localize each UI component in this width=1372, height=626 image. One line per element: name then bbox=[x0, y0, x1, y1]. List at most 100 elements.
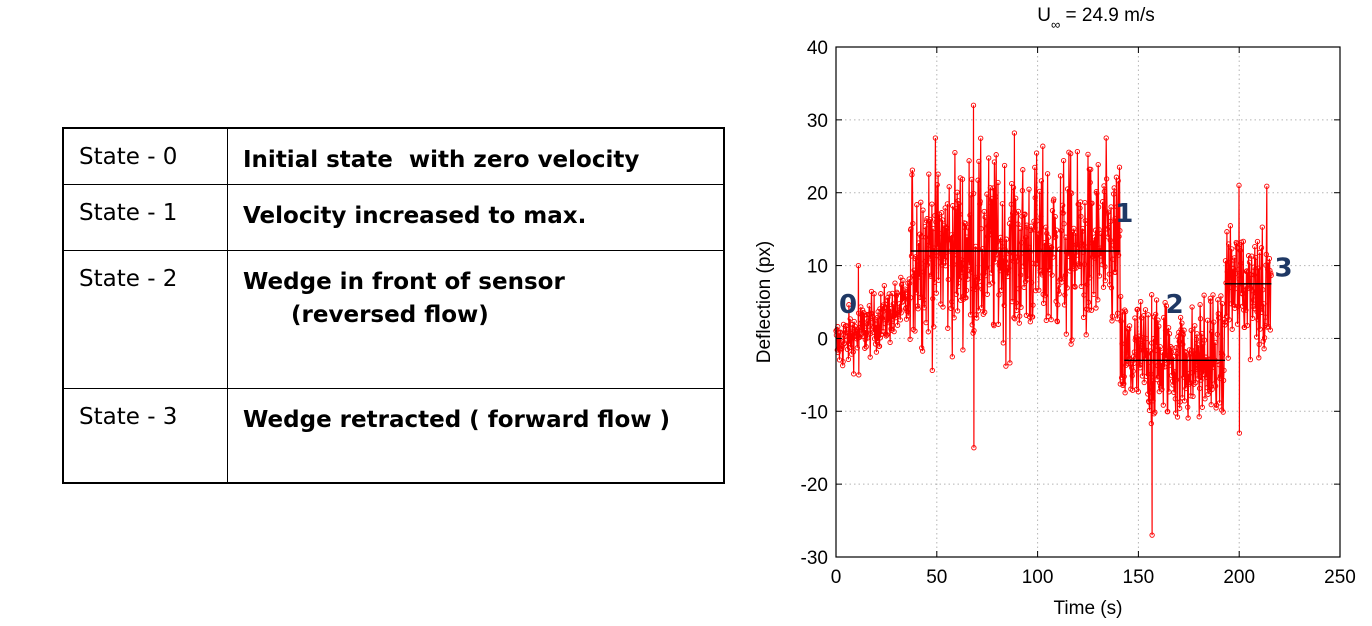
deflection-point bbox=[1096, 273, 1103, 279]
deflection-point bbox=[1167, 362, 1173, 368]
deflection-point bbox=[915, 303, 921, 309]
deflection-point bbox=[938, 247, 944, 253]
deflection-point bbox=[1173, 377, 1180, 383]
deflection-point bbox=[1258, 245, 1265, 251]
deflection-point bbox=[970, 286, 976, 292]
deflection-point bbox=[935, 277, 942, 283]
deflection-point bbox=[1208, 329, 1215, 335]
deflection-point bbox=[907, 294, 914, 301]
deflection-point bbox=[1044, 171, 1051, 177]
deflection-point bbox=[1071, 225, 1077, 232]
deflection-point bbox=[1204, 317, 1211, 323]
deflection-point bbox=[1095, 161, 1101, 168]
deflection-point bbox=[1095, 297, 1101, 303]
deflection-point bbox=[944, 225, 950, 231]
deflection-point bbox=[1198, 377, 1204, 383]
deflection-point bbox=[1033, 287, 1039, 294]
deflection-point bbox=[839, 346, 845, 352]
deflection-point bbox=[1056, 291, 1062, 297]
deflection-point bbox=[1192, 323, 1198, 329]
deflection-point bbox=[1246, 259, 1253, 265]
deflection-point bbox=[924, 262, 931, 268]
deflection-point bbox=[892, 280, 898, 286]
deflection-point bbox=[1056, 282, 1062, 288]
deflection-point bbox=[1048, 316, 1054, 323]
deflection-point bbox=[1165, 325, 1172, 331]
deflection-point bbox=[923, 234, 929, 240]
deflection-point bbox=[930, 295, 936, 302]
deflection-point bbox=[1175, 345, 1182, 351]
deflection-point bbox=[1033, 150, 1040, 156]
deflection-point bbox=[966, 262, 973, 268]
deflection-point bbox=[999, 265, 1005, 272]
deflection-point bbox=[1057, 173, 1064, 179]
deflection-point bbox=[971, 445, 977, 451]
deflection-point bbox=[1085, 151, 1091, 158]
deflection-point bbox=[1118, 293, 1124, 300]
deflection-point bbox=[1217, 373, 1224, 379]
deflection-point bbox=[963, 287, 970, 294]
deflection-point bbox=[1153, 297, 1160, 303]
chart-title: U∞ = 24.9 m/s bbox=[1037, 5, 1155, 32]
deflection-point bbox=[1074, 148, 1081, 155]
deflection-point bbox=[1148, 420, 1154, 427]
deflection-point bbox=[859, 319, 865, 325]
deflection-point bbox=[1030, 302, 1036, 308]
deflection-point bbox=[1223, 313, 1230, 319]
deflection-point bbox=[1108, 204, 1114, 210]
deflection-point bbox=[1182, 358, 1189, 364]
deflection-point bbox=[1230, 266, 1236, 272]
deflection-point bbox=[1001, 302, 1007, 308]
deflection-point bbox=[929, 367, 935, 374]
y-axis-label: Deflection (px) bbox=[754, 241, 775, 364]
deflection-point bbox=[1233, 270, 1239, 277]
deflection-point bbox=[1131, 360, 1137, 366]
deflection-point bbox=[976, 278, 982, 285]
deflection-point bbox=[1259, 224, 1265, 230]
deflection-point bbox=[1038, 213, 1044, 220]
deflection-point bbox=[1111, 191, 1117, 197]
deflection-point bbox=[851, 318, 857, 325]
deflection-point bbox=[914, 270, 920, 276]
deflection-point bbox=[1078, 283, 1084, 290]
deflection-point bbox=[1193, 366, 1199, 373]
deflection-point bbox=[1023, 234, 1029, 241]
deflection-point bbox=[1211, 319, 1217, 325]
deflection-point bbox=[1009, 210, 1016, 216]
deflection-point bbox=[1261, 346, 1267, 352]
deflection-point bbox=[1032, 164, 1038, 171]
deflection-point bbox=[1032, 195, 1038, 201]
deflection-point bbox=[1201, 292, 1207, 298]
deflection-point bbox=[1082, 199, 1088, 206]
deflection-point bbox=[1229, 274, 1236, 281]
deflection-point bbox=[942, 263, 949, 269]
deflection-point bbox=[1076, 263, 1083, 270]
deflection-point bbox=[1118, 375, 1125, 381]
deflection-point bbox=[1176, 338, 1182, 345]
deflection-point bbox=[1216, 400, 1223, 406]
deflection-point bbox=[1118, 318, 1124, 324]
deflection-point bbox=[1188, 393, 1194, 399]
deflection-point bbox=[960, 296, 967, 302]
deflection-point bbox=[1143, 335, 1149, 342]
deflection-point bbox=[1102, 277, 1108, 284]
deflection-point bbox=[1034, 218, 1040, 224]
deflection-point bbox=[1225, 355, 1231, 361]
deflection-point bbox=[1170, 353, 1177, 360]
deflection-point bbox=[1008, 216, 1014, 222]
deflection-point bbox=[1232, 285, 1238, 292]
deflection-point bbox=[989, 229, 995, 236]
deflection-point bbox=[1015, 221, 1021, 227]
deflection-point bbox=[1150, 336, 1157, 342]
deflection-point bbox=[1080, 225, 1086, 232]
deflection-point bbox=[918, 199, 924, 205]
table-row: State - 3 Wedge retracted ( forward flow… bbox=[62, 387, 725, 484]
deflection-point bbox=[1212, 339, 1218, 346]
deflection-point bbox=[1106, 224, 1112, 231]
state-name-cell: State - 1 bbox=[62, 183, 228, 251]
deflection-point bbox=[1137, 362, 1143, 368]
deflection-point bbox=[1062, 292, 1068, 298]
deflection-point bbox=[1000, 340, 1006, 346]
deflection-point bbox=[847, 316, 853, 322]
deflection-point bbox=[1093, 305, 1099, 311]
